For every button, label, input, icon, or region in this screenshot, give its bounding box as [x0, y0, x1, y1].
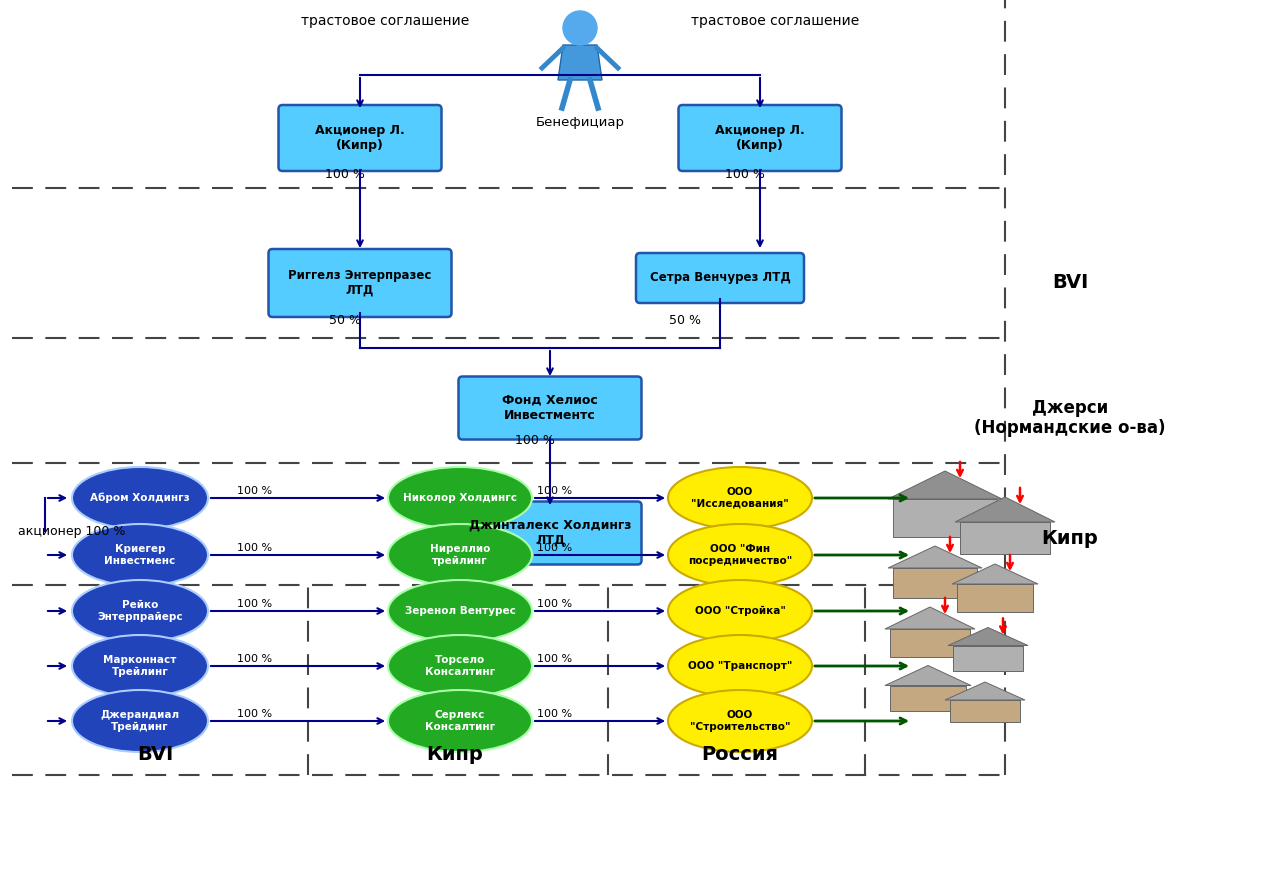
Text: ООО
"Строительство": ООО "Строительство"	[690, 710, 791, 731]
Text: 100 %: 100 %	[237, 486, 273, 496]
Polygon shape	[558, 45, 602, 80]
Text: Рейко
Энтерпрайерс: Рейко Энтерпрайерс	[97, 600, 183, 622]
Text: 50 %: 50 %	[328, 314, 361, 328]
Text: Джерси
(Нормандские о-ва): Джерси (Нормандские о-ва)	[974, 398, 1166, 438]
Text: 50 %: 50 %	[669, 314, 701, 328]
Text: ООО "Фин
посредничество": ООО "Фин посредничество"	[688, 544, 792, 566]
Ellipse shape	[388, 635, 532, 697]
Text: Фонд Хелиос
Инвестментс: Фонд Хелиос Инвестментс	[503, 394, 597, 422]
Polygon shape	[955, 497, 1055, 522]
Text: 100 %: 100 %	[538, 599, 572, 609]
FancyBboxPatch shape	[458, 377, 642, 439]
Polygon shape	[885, 665, 971, 686]
Ellipse shape	[668, 635, 812, 697]
FancyBboxPatch shape	[269, 249, 451, 317]
Text: 100 %: 100 %	[237, 654, 273, 664]
Ellipse shape	[668, 690, 812, 752]
Ellipse shape	[72, 524, 208, 586]
Text: 100 %: 100 %	[538, 543, 572, 553]
Text: Россия: Россия	[701, 746, 778, 764]
Text: Джерандиал
Трейдинг: Джерандиал Трейдинг	[101, 710, 179, 732]
Text: Сетра Венчурез ЛТД: Сетра Венчурез ЛТД	[649, 271, 791, 285]
Text: Марконнаст
Трейлинг: Марконнаст Трейлинг	[104, 655, 177, 677]
Ellipse shape	[388, 467, 532, 529]
Text: Риггелз Энтерпразес
ЛТД: Риггелз Энтерпразес ЛТД	[288, 269, 432, 297]
Polygon shape	[888, 546, 983, 568]
Text: Кипр: Кипр	[1042, 529, 1099, 547]
Text: 100 %: 100 %	[237, 709, 273, 719]
FancyBboxPatch shape	[637, 253, 805, 303]
Polygon shape	[893, 568, 978, 598]
Polygon shape	[954, 646, 1023, 671]
Text: Кипр: Кипр	[427, 746, 484, 764]
Text: Криегер
Инвестменс: Криегер Инвестменс	[105, 544, 176, 566]
Text: Джинталекс Холдингз
ЛТД: Джинталекс Холдингз ЛТД	[469, 519, 632, 547]
Ellipse shape	[668, 580, 812, 642]
Polygon shape	[960, 522, 1050, 554]
Text: трастовое соглашение: трастовое соглашение	[691, 14, 859, 28]
Polygon shape	[885, 607, 975, 629]
Ellipse shape	[72, 467, 208, 529]
Text: ООО "Транспорт": ООО "Транспорт"	[688, 661, 792, 671]
Text: 100 %: 100 %	[237, 599, 273, 609]
Text: ООО
"Исследования": ООО "Исследования"	[691, 488, 789, 509]
Text: Абром Холдингз: Абром Холдингз	[90, 493, 189, 504]
Text: Акционер Л.
(Кипр): Акционер Л. (Кипр)	[715, 124, 805, 152]
Text: 100 %: 100 %	[725, 169, 765, 181]
Ellipse shape	[388, 690, 532, 752]
Text: акционер 100 %: акционер 100 %	[18, 524, 125, 538]
FancyBboxPatch shape	[279, 105, 442, 171]
Polygon shape	[890, 629, 970, 657]
Text: ООО "Стройка": ООО "Стройка"	[695, 606, 786, 616]
FancyBboxPatch shape	[678, 105, 841, 171]
Text: 100 %: 100 %	[538, 486, 572, 496]
Polygon shape	[893, 499, 997, 537]
Polygon shape	[945, 682, 1026, 700]
Text: BVI: BVI	[136, 746, 173, 764]
Polygon shape	[888, 471, 1002, 499]
Ellipse shape	[72, 580, 208, 642]
Text: Зеренол Вентурес: Зеренол Вентурес	[404, 606, 515, 616]
Ellipse shape	[72, 690, 208, 752]
Text: Акционер Л.
(Кипр): Акционер Л. (Кипр)	[316, 124, 405, 152]
Text: 100 %: 100 %	[538, 654, 572, 664]
Circle shape	[563, 11, 597, 45]
Text: Серлекс
Консалтинг: Серлекс Консалтинг	[424, 710, 495, 731]
Text: 100 %: 100 %	[538, 709, 572, 719]
Text: 100 %: 100 %	[237, 543, 273, 553]
Ellipse shape	[668, 467, 812, 529]
Text: 100 %: 100 %	[515, 433, 554, 446]
Text: трастовое соглашение: трастовое соглашение	[301, 14, 469, 28]
Ellipse shape	[668, 524, 812, 586]
Polygon shape	[950, 700, 1021, 722]
Ellipse shape	[388, 524, 532, 586]
Text: Торсело
Консалтинг: Торсело Консалтинг	[424, 655, 495, 677]
Polygon shape	[890, 686, 966, 711]
Ellipse shape	[388, 580, 532, 642]
FancyBboxPatch shape	[458, 502, 642, 564]
Text: 100 %: 100 %	[325, 169, 365, 181]
Text: BVI: BVI	[1052, 273, 1089, 293]
Ellipse shape	[72, 635, 208, 697]
Text: Нирeллио
трейлинг: Нирeллио трейлинг	[429, 544, 490, 566]
Polygon shape	[949, 628, 1028, 646]
Polygon shape	[957, 584, 1033, 612]
Polygon shape	[952, 564, 1038, 584]
Text: Бенефициар: Бенефициар	[536, 116, 624, 129]
Text: Николор Холдингс: Николор Холдингс	[403, 493, 517, 503]
